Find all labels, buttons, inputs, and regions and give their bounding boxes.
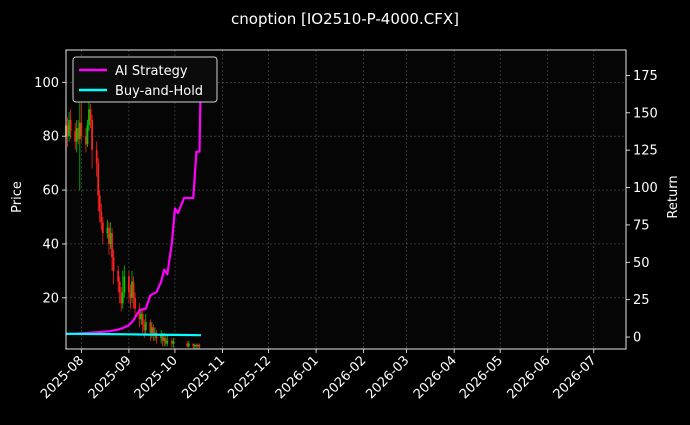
legend-box: [72, 56, 218, 103]
y-tick-label-right: 125: [633, 144, 658, 159]
candle-body: [149, 322, 152, 333]
candle-body: [112, 257, 115, 271]
legend: AI Strategy Buy-and-Hold: [72, 56, 218, 103]
candle-body: [187, 343, 190, 347]
y-tick-label-left: 40: [42, 237, 59, 252]
candle-body: [120, 292, 123, 304]
candle-body: [128, 276, 130, 293]
y-tick-label-right: 50: [633, 256, 650, 271]
candle-body: [143, 324, 146, 331]
y-tick-label-left: 60: [42, 184, 59, 199]
chart-title: cnoption [IO2510-P-4000.CFX]: [231, 10, 459, 28]
candle-body: [109, 233, 112, 244]
y-tick-label-left: 100: [34, 76, 59, 91]
candle-body: [192, 343, 195, 347]
candlesticks: [65, 82, 201, 349]
candle-body: [123, 276, 126, 293]
candle-body: [166, 340, 169, 344]
candle-body: [172, 340, 175, 344]
candle-body: [91, 120, 93, 150]
series-lines: [65, 67, 203, 337]
series-line-buy-and-hold: [65, 332, 202, 337]
candle-body: [161, 335, 164, 341]
candle-body: [129, 292, 132, 298]
candle-body: [69, 120, 72, 131]
series-line-ai-strategy: [65, 67, 203, 336]
candle-body: [111, 233, 113, 258]
y-tick-label-left: 20: [42, 291, 59, 306]
y-tick-label-right: 175: [633, 69, 658, 84]
candle-body: [140, 313, 143, 320]
candle-body: [108, 227, 110, 244]
candle-body: [193, 344, 196, 347]
y-axis-label-left: Price: [10, 181, 25, 213]
candle-body: [89, 109, 92, 121]
candle-body: [121, 292, 124, 304]
candle-body: [198, 344, 201, 347]
legend-label-ai-strategy: AI Strategy: [115, 64, 188, 79]
candle-body: [88, 109, 90, 126]
candle-body: [98, 195, 101, 212]
candle-body: [101, 222, 104, 234]
candle-body: [170, 340, 173, 344]
candle-body: [100, 211, 103, 223]
candle-body: [78, 122, 81, 139]
candle-body: [151, 327, 153, 333]
candle-body: [77, 128, 80, 139]
candle-body: [66, 125, 69, 137]
candle-body: [117, 270, 120, 282]
candle-body: [163, 338, 166, 341]
y-tick-label-right: 75: [633, 218, 650, 233]
y-tick-label-right: 0: [633, 331, 641, 346]
candle-body: [197, 344, 199, 347]
candle-body: [152, 327, 155, 336]
y-tick-label-right: 25: [633, 293, 650, 308]
candle-body: [138, 308, 141, 320]
y-tick-label-left: 80: [42, 130, 59, 145]
candle-body: [74, 130, 77, 142]
candle-body: [195, 344, 198, 347]
candle-body: [86, 125, 89, 145]
plot-frame: [65, 49, 627, 350]
candle-body: [134, 297, 136, 309]
candle-body: [97, 163, 100, 196]
candle-body: [95, 149, 98, 164]
candle-body: [68, 120, 70, 137]
candle-body: [118, 281, 121, 293]
candle-body: [186, 343, 189, 347]
candle-body: [132, 281, 135, 298]
candle-body: [85, 136, 87, 145]
y-axis-label-right: Return: [666, 175, 681, 218]
candle-body: [80, 122, 83, 137]
y-tick-label-right: 100: [633, 181, 658, 196]
candle-body: [144, 322, 147, 331]
candle-body: [106, 227, 109, 234]
y-tick-label-right: 150: [633, 106, 658, 121]
candle-body: [75, 128, 78, 142]
legend-label-buy-and-hold: Buy-and-Hold: [115, 84, 203, 99]
candle-body: [164, 338, 167, 344]
candle-body: [141, 313, 144, 325]
candle-body: [131, 281, 133, 298]
candle-body: [160, 335, 163, 339]
grid: [66, 50, 626, 349]
